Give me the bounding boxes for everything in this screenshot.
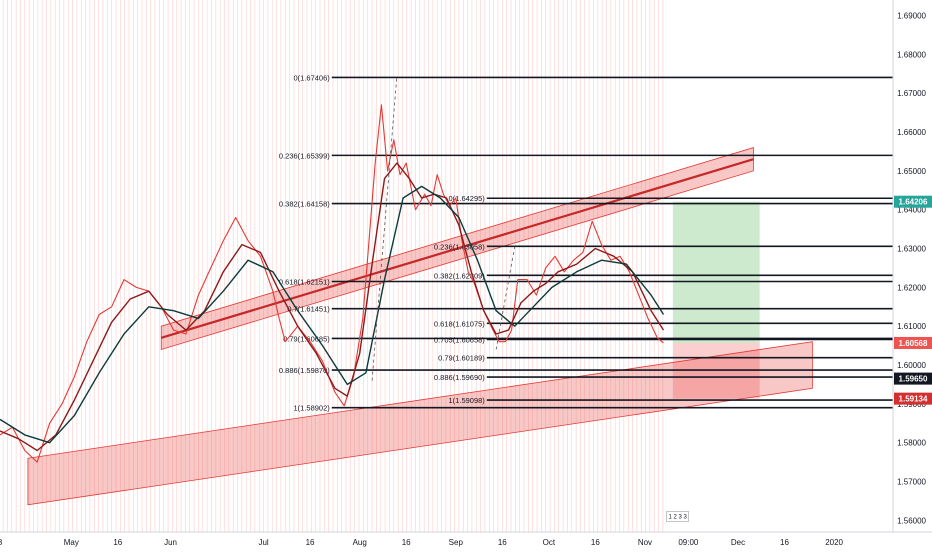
price-line (0, 104, 664, 463)
projection-line (371, 75, 398, 381)
time-axis: 8 May 16 Jun Jul 16 Aug 16 Sep 16 Oct 16 Nov 09:00 Dec… (0, 531, 932, 547)
fib-level-label: 0.886(1.59870) (279, 366, 330, 375)
price-tick-label: 1.63000 (897, 245, 926, 254)
time-tick-label: 16 (306, 538, 315, 547)
price-tick-label: 1.64000 (897, 206, 926, 215)
fib-level-label: 0.79(1.60189) (438, 354, 485, 363)
fib-level-label: 0.236(1.63058) (434, 242, 485, 251)
price-tick-label: 1.61000 (897, 322, 926, 331)
time-tick-label: 16 (402, 538, 411, 547)
trend-channel-band (27, 341, 813, 506)
time-tick-label: 16 (498, 538, 507, 547)
fib-level-label: 0.7(1.61451) (287, 305, 330, 314)
price-axis: 1.69000 1.68000 1.67000 1.66000 1.65000 1.640… (892, 0, 932, 532)
fib-level-label: 0.618(1.62151) (279, 277, 330, 286)
price-series (0, 75, 665, 463)
moving-average-fast (0, 162, 665, 452)
fib-level-label: 0.236(1.65399) (279, 151, 330, 160)
time-tick-label: Jul (258, 538, 268, 547)
target-zone (672, 201, 760, 343)
time-tick-label: Jun (164, 538, 177, 547)
price-tick-label: 1.66000 (897, 128, 926, 137)
price-label-text: 1.59650 (899, 375, 928, 384)
fib-level-label: 0.705(1.60658) (434, 335, 485, 344)
channel-midline (160, 158, 754, 339)
time-tick-label: May (64, 538, 79, 547)
time-tick-label: 8 (0, 538, 3, 547)
time-tick-label: 16 (113, 538, 122, 547)
fibonacci-levels: 0(1.67406) 0.236(1.65399) 0.382(1.64158) 0.… (279, 73, 893, 413)
small-badge-group: 1 2 3 3 (666, 511, 689, 522)
fib-level-label: 0.618(1.61075) (434, 319, 485, 328)
price-label-text: 1.59134 (899, 395, 928, 404)
fib-level-label: 0(1.64295) (449, 194, 486, 203)
time-tick-label: 16 (780, 538, 789, 547)
price-tick-label: 1.65000 (897, 167, 926, 176)
price-tick-label: 1.62000 (897, 283, 926, 292)
price-label-box (894, 392, 932, 405)
price-tick-label: 1.69000 (897, 12, 926, 21)
time-tick-label: Aug (353, 538, 367, 547)
time-tick-label: 16 (591, 538, 600, 547)
price-label-box (894, 195, 932, 208)
time-tick-label: 09:00 (678, 538, 699, 547)
fib-level-label: 0.886(1.59690) (434, 373, 485, 382)
price-tick-label: 1.68000 (897, 50, 926, 59)
fib-level-label: 0(1.67406) (293, 73, 330, 82)
small-badge (666, 511, 689, 522)
price-label-text: 1.60568 (899, 339, 928, 348)
moving-average-slow (0, 185, 665, 444)
price-label-text: 1.64206 (899, 198, 928, 207)
fib-level-label: 1(1.58902) (293, 404, 330, 413)
price-tick-label: 1.58000 (897, 439, 926, 448)
fib-level-label: 0.382(1.64158) (279, 200, 330, 209)
time-tick-label: 2020 (825, 538, 843, 547)
price-tick-label: 1.67000 (897, 89, 926, 98)
price-tick-label: 1.57000 (897, 478, 926, 487)
time-tick-label: Dec (731, 538, 745, 547)
time-tick-label: Nov (638, 538, 652, 547)
time-tick-label: Sep (449, 538, 464, 547)
price-label-box (894, 336, 932, 349)
price-tick-label: 1.60000 (897, 361, 926, 370)
vertical-session-lines (2, 0, 664, 532)
fib-level-label: 1(1.59098) (449, 396, 486, 405)
price-label-box (894, 372, 932, 385)
small-badge-text: 1 2 3 3 (669, 514, 688, 520)
fib-level-label: 0.382(1.62309) (434, 271, 485, 280)
price-tick-label: 1.56000 (897, 516, 926, 525)
time-tick-label: Oct (543, 538, 556, 547)
